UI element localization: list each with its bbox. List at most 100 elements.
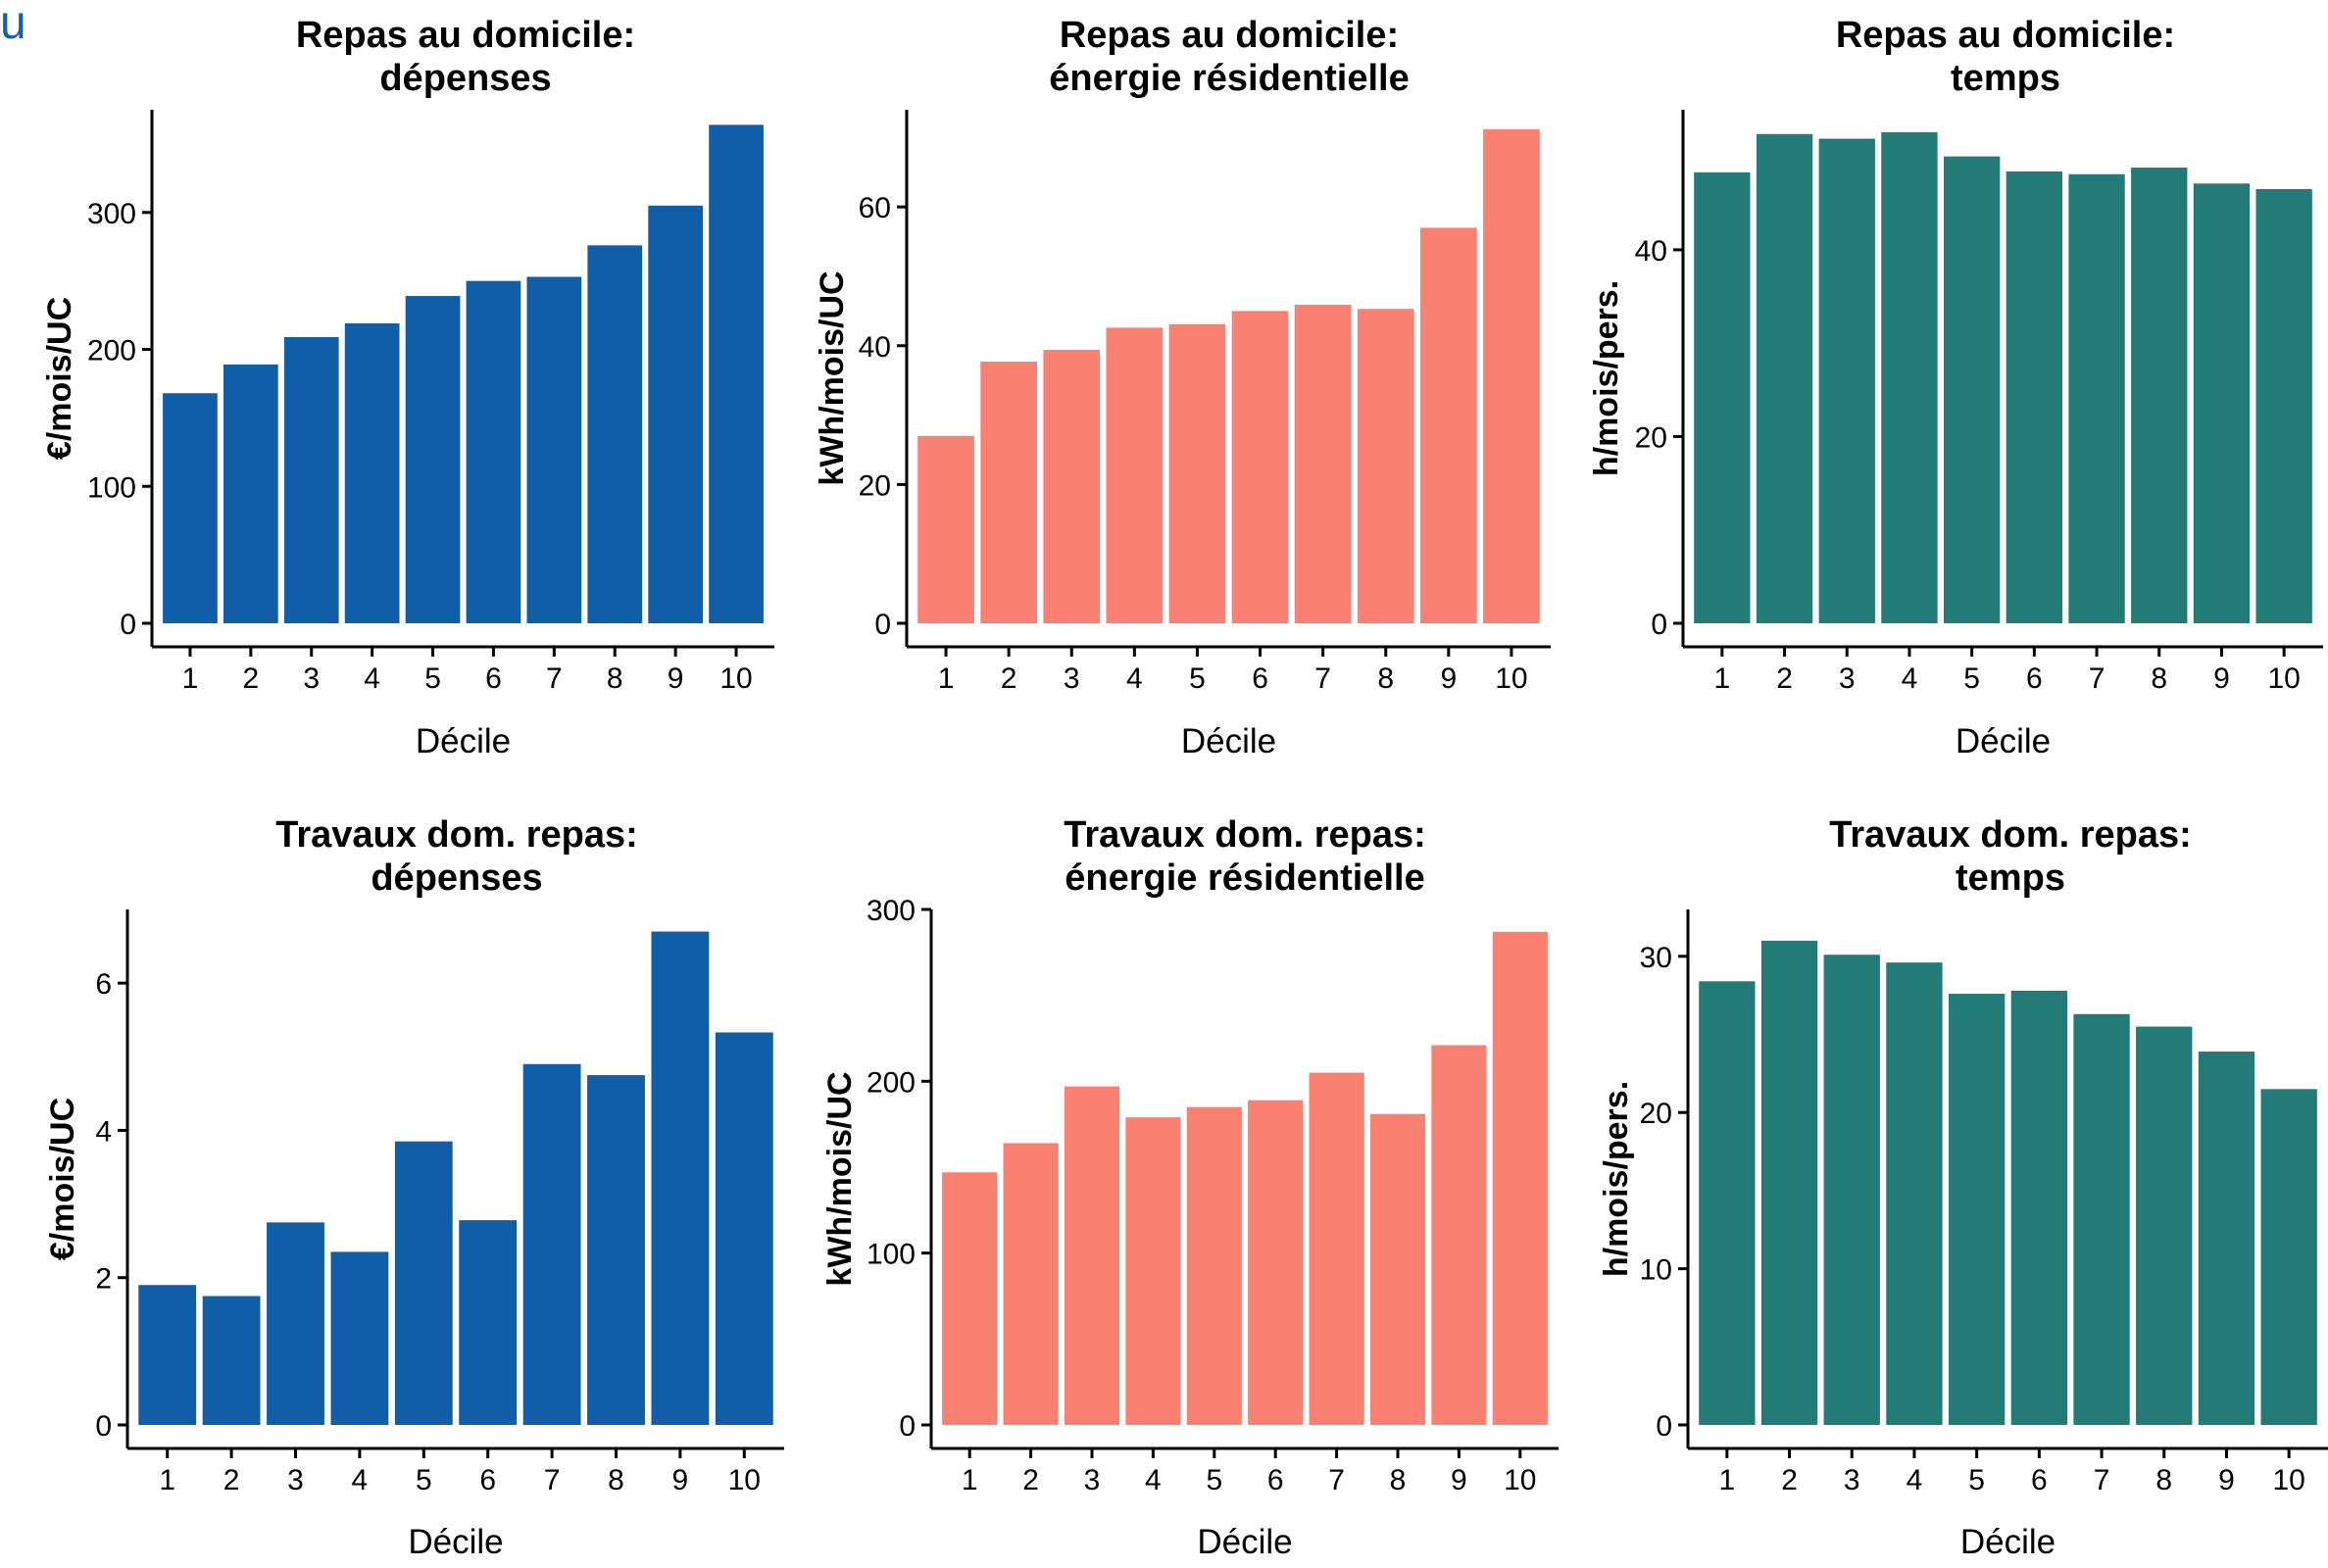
x-tick-label: 6: [2031, 1464, 2048, 1496]
bar-decile-4: [330, 1251, 389, 1425]
chart-title-line2: énergie résidentielle: [1065, 858, 1425, 899]
bar-decile-2: [202, 1296, 261, 1425]
bar-decile-2: [980, 362, 1037, 623]
bar-decile-3: [283, 336, 339, 623]
y-tick-label: 200: [87, 335, 136, 368]
bar-decile-6: [466, 280, 521, 623]
bar-decile-3: [1823, 955, 1880, 1425]
x-tick-label: 9: [668, 662, 684, 695]
panel-4: Travaux dom. repas:dépenses 0 2 4 6 1 2 3 4 5 6 7 8 9…: [44, 814, 784, 1561]
y-tick-label: 4: [95, 1115, 112, 1148]
y-tick-label: 200: [867, 1066, 916, 1099]
bar-decile-9: [2198, 1052, 2255, 1425]
y-tick-label: 30: [1640, 942, 1672, 974]
bar-decile-8: [2131, 168, 2188, 623]
x-tick-label: 4: [364, 662, 380, 695]
x-tick-label: 8: [1377, 662, 1394, 695]
chart-title-line2: temps: [1951, 58, 2060, 99]
bar-decile-10: [715, 1032, 773, 1425]
bar-decile-5: [1168, 323, 1226, 623]
x-tick-label: 7: [2094, 1464, 2110, 1496]
x-tick-label: 4: [1907, 1464, 1923, 1496]
y-axis-label: €/mois/UC: [41, 297, 78, 460]
x-tick-label: 8: [1390, 1464, 1407, 1496]
x-tick-label: 10: [719, 662, 752, 695]
y-tick-label: 0: [95, 1410, 112, 1443]
x-tick-label: 7: [1328, 1464, 1345, 1496]
y-tick-label: 2: [95, 1263, 112, 1296]
x-tick-label: 6: [479, 1464, 496, 1496]
chart-title-line2: dépenses: [371, 858, 542, 899]
bar-decile-8: [1357, 309, 1414, 623]
bar-decile-9: [1431, 1045, 1487, 1425]
x-tick-label: 3: [1084, 1464, 1101, 1496]
chart-title-line1: Repas au domicile:: [1836, 15, 2175, 56]
x-tick-label: 7: [2089, 662, 2105, 695]
x-tick-label: 7: [544, 1464, 561, 1496]
x-tick-label: 2: [243, 662, 260, 695]
x-tick-label: 1: [1719, 1464, 1736, 1496]
x-tick-label: 2: [1022, 1464, 1039, 1496]
chart-title-line1: Repas au domicile:: [1060, 15, 1399, 56]
y-tick-label: 40: [859, 331, 891, 364]
chart-title-line2: énergie résidentielle: [1049, 58, 1410, 99]
bar-decile-9: [2193, 183, 2251, 624]
x-tick-label: 4: [1126, 662, 1143, 695]
x-tick-label: 3: [287, 1464, 304, 1496]
x-tick-label: 3: [1064, 662, 1080, 695]
bar-decile-4: [1125, 1117, 1181, 1425]
x-tick-label: 8: [2151, 662, 2167, 695]
bar-decile-7: [1309, 1072, 1364, 1425]
x-axis-label: Décile: [408, 1523, 503, 1561]
bar-decile-8: [587, 245, 643, 623]
bar-decile-3: [267, 1222, 324, 1425]
x-tick-label: 10: [2272, 1464, 2304, 1496]
x-axis-label: Décile: [1181, 722, 1276, 760]
x-tick-label: 2: [223, 1464, 240, 1496]
bar-decile-8: [587, 1075, 645, 1425]
bar-decile-6: [1248, 1100, 1304, 1425]
x-axis-label: Décile: [1960, 1523, 2056, 1561]
x-tick-label: 7: [1314, 662, 1331, 695]
x-tick-label: 9: [672, 1464, 689, 1496]
y-tick-label: 0: [874, 609, 891, 641]
panel-1: Repas au domicile:dépenses 0 100 200 300 1 2 3 4…: [41, 15, 774, 760]
y-tick-label: 10: [1640, 1254, 1672, 1287]
y-tick-label: 0: [1656, 1410, 1672, 1443]
bar-decile-7: [1294, 304, 1352, 623]
bar-decile-3: [1043, 350, 1101, 623]
y-tick-label: 40: [1635, 235, 1667, 268]
x-tick-label: 2: [1001, 662, 1017, 695]
bar-decile-4: [1886, 962, 1943, 1425]
x-tick-label: 10: [2267, 662, 2300, 695]
x-tick-label: 9: [1441, 662, 1458, 695]
bar-decile-7: [522, 1063, 581, 1425]
y-tick-label: 100: [867, 1239, 916, 1271]
bar-decile-6: [2006, 171, 2063, 623]
bar-decile-1: [942, 1172, 998, 1425]
y-tick-label: 0: [120, 609, 136, 641]
bar-decile-10: [1492, 931, 1548, 1425]
y-tick-label: 100: [87, 471, 136, 504]
y-tick-label: 300: [867, 895, 916, 927]
x-tick-label: 1: [182, 662, 199, 695]
x-tick-label: 1: [962, 1464, 978, 1496]
bar-decile-5: [1943, 156, 2001, 624]
bar-decile-4: [1881, 131, 1938, 623]
bar-decile-10: [2260, 1089, 2317, 1425]
x-tick-label: 9: [1451, 1464, 1467, 1496]
x-tick-label: 4: [1145, 1464, 1162, 1496]
x-tick-label: 9: [2218, 1464, 2235, 1496]
x-tick-label: 5: [424, 662, 441, 695]
x-axis-label: Décile: [416, 722, 511, 760]
x-tick-label: 5: [1963, 662, 1980, 695]
x-tick-label: 1: [159, 1464, 175, 1496]
x-tick-label: 2: [1781, 1464, 1798, 1496]
y-tick-label: 20: [859, 469, 891, 502]
y-tick-label: 20: [1640, 1098, 1672, 1130]
x-tick-label: 3: [1844, 1464, 1860, 1496]
x-tick-label: 10: [728, 1464, 761, 1496]
x-tick-label: 5: [1189, 662, 1206, 695]
bar-decile-2: [223, 364, 278, 623]
y-axis-label: kWh/mois/UC: [814, 270, 851, 485]
